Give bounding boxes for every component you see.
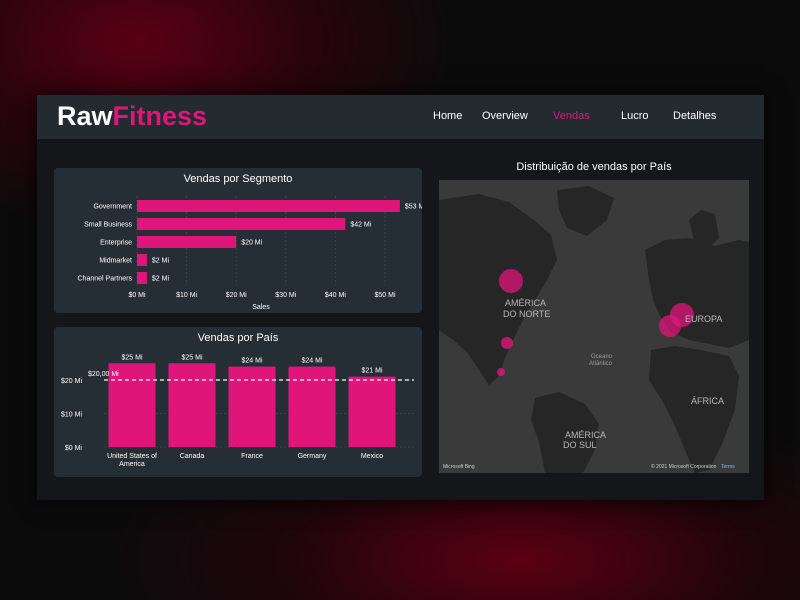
segment-bar (137, 254, 147, 266)
bubble-mexico (497, 368, 505, 376)
segment-category-label: Enterprise (100, 240, 132, 247)
brand-part1: Raw (57, 101, 113, 131)
country-data-label: $24 Mi (301, 358, 322, 365)
south-america-land (531, 392, 599, 473)
header-bar: RawFitness Home Overview Vendas Lucro De… (37, 95, 764, 139)
segment-data-label: $2 Mi (152, 276, 170, 283)
country-bar (348, 376, 396, 447)
brand-logo[interactable]: RawFitness (57, 101, 207, 132)
label-south-america-1: AMÉRICA (565, 430, 606, 440)
segment-category-label: Small Business (84, 222, 132, 229)
world-map: AMÉRICA DO NORTE EUROPA Oceano Atlântico… (439, 186, 749, 473)
segment-bar-chart: $0 Mi $10 Mi $20 Mi $30 Mi $40 Mi $50 Mi Sales… (78, 196, 422, 311)
country-category-label: Canada (180, 453, 205, 460)
segment-chart-panel: Vendas por Segmento $0 Mi $10 Mi $20 Mi $30… (54, 168, 422, 313)
segment-data-label: $53 Mi (405, 204, 422, 211)
africa-land (649, 346, 739, 473)
country-bar-chart: $0 Mi $10 Mi $20 Mi $25 Mi United States ofA… (61, 354, 414, 468)
segment-bar (137, 272, 147, 284)
label-europe: EUROPA (685, 314, 722, 324)
segment-bar (137, 218, 346, 230)
nav-overview[interactable]: Overview (482, 110, 528, 122)
country-y-tick: $20 Mi (61, 378, 82, 385)
label-ocean-2: Atlântico (589, 361, 613, 367)
segment-data-label: $20 Mi (241, 240, 262, 247)
country-chart-panel: Vendas por País $0 Mi $10 Mi $20 Mi $25 Mi U… (54, 327, 422, 477)
scandinavia-land (689, 210, 719, 250)
segment-x-tick: $40 Mi (325, 292, 346, 299)
segment-category-label: Government (93, 204, 132, 211)
sales-map[interactable]: AMÉRICA DO NORTE EUROPA Oceano Atlântico… (439, 180, 749, 473)
country-y-tick: $10 Mi (61, 412, 82, 419)
country-bar (108, 363, 156, 447)
bubble-canada (499, 269, 523, 293)
label-north-america-2: DO NORTE (503, 309, 550, 319)
label-north-america-1: AMÉRICA (505, 298, 546, 308)
brand-part2: Fitness (112, 101, 208, 131)
segment-data-label: $2 Mi (152, 258, 170, 265)
country-chart-title: Vendas por País (197, 332, 279, 344)
country-data-label: $25 Mi (181, 354, 202, 361)
nav-lucro[interactable]: Lucro (621, 110, 649, 122)
country-data-label: $24 Mi (241, 358, 262, 365)
nav-vendas[interactable]: Vendas (553, 110, 590, 122)
terms-link: Terms (721, 464, 735, 470)
segment-category-label: Midmarket (99, 258, 132, 265)
country-reference-label: $20,00 Mi (88, 371, 119, 378)
segment-x-tick: $30 Mi (275, 292, 296, 299)
segment-x-tick: $0 Mi (128, 292, 146, 299)
country-category-label: America (119, 461, 145, 468)
country-category-label: Germany (298, 453, 327, 460)
country-category-label: Mexico (361, 453, 383, 460)
nav-detalhes[interactable]: Detalhes (673, 110, 717, 122)
segment-bar (137, 200, 400, 212)
country-bar (288, 366, 336, 447)
country-bar (228, 366, 276, 447)
map-title: Distribuição de vendas por País (516, 161, 672, 173)
segment-category-label: Channel Partners (78, 276, 133, 283)
country-category-label: France (241, 453, 263, 460)
country-data-label: $21 Mi (361, 368, 382, 375)
country-y-tick: $0 Mi (65, 445, 83, 452)
bubble-usa (501, 337, 513, 349)
bubble-france (659, 315, 681, 337)
dashboard-window: RawFitness Home Overview Vendas Lucro De… (37, 95, 764, 500)
north-america-land (439, 194, 557, 385)
greenland-land (557, 186, 614, 236)
label-ocean-1: Oceano (591, 354, 613, 360)
label-africa: ÁFRICA (691, 396, 724, 406)
nav-home[interactable]: Home (433, 110, 463, 122)
label-south-america-2: DO SUL (563, 440, 597, 450)
country-bar (168, 363, 216, 447)
credit-microsoft: © 2021 Microsoft Corporation (651, 463, 717, 470)
segment-x-axis-label: Sales (252, 304, 270, 311)
country-category-label: United States of (107, 453, 157, 460)
segment-x-tick: $10 Mi (176, 292, 197, 299)
credit-bing: Microsoft Bing (443, 464, 475, 470)
country-data-label: $25 Mi (121, 354, 142, 361)
segment-data-label: $42 Mi (350, 222, 371, 229)
segment-x-tick: $50 Mi (374, 292, 395, 299)
segment-x-tick: $20 Mi (226, 292, 247, 299)
segment-chart-title: Vendas por Segmento (183, 173, 293, 185)
segment-bar (137, 236, 237, 248)
